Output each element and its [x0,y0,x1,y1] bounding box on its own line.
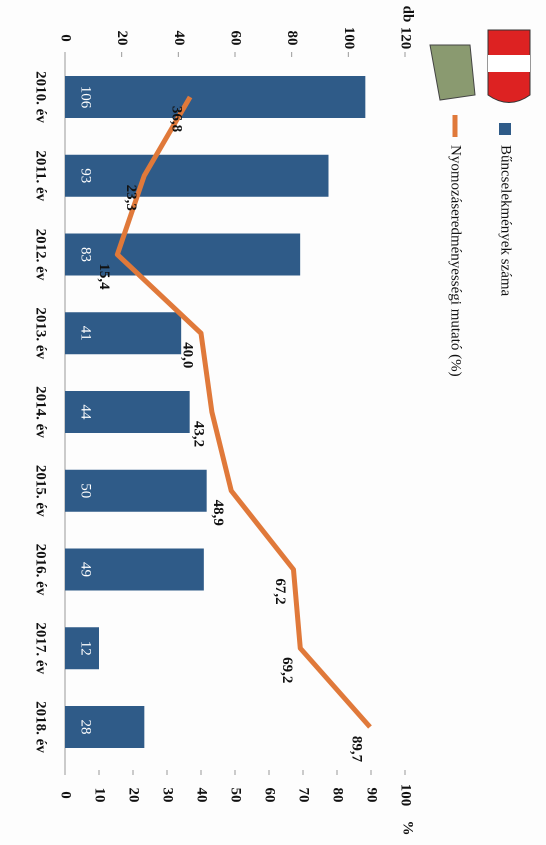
bar-label: 44 [78,405,94,421]
y2-tick-label: 80 [330,788,346,803]
bar-label: 12 [78,641,94,656]
data-label: 67,2 [272,578,288,604]
y2-tick-label: 60 [262,788,278,803]
x-tick-label: 2014. év [33,386,49,438]
x-tick-label: 2017. év [33,622,49,674]
bar-label: 83 [78,247,94,262]
y-tick-label: 60 [228,31,244,46]
logo [429,29,531,103]
x-tick-label: 2011. év [33,150,49,201]
x-tick-label: 2013. év [33,307,49,359]
y2-tick-label: 70 [296,788,312,803]
bar [65,548,204,591]
y2-tick-label: 90 [364,788,380,803]
data-label: 69,2 [279,657,295,683]
y-tick-label: 20 [114,31,130,46]
data-label: 23,3 [123,185,139,211]
bar-label: 28 [78,720,94,735]
bar-label: 106 [78,86,94,109]
bar [65,233,301,276]
y-axis-title: db [400,6,416,23]
x-tick-label: 2010. év [33,71,49,123]
data-label: 43,2 [190,421,206,447]
bar-label: 50 [78,483,94,498]
y2-tick-label: 50 [228,788,244,803]
bar-label: 41 [78,326,94,341]
legend-label: Bűncselekmények száma [498,145,514,297]
bar [65,312,182,355]
bar [65,154,329,197]
x-tick-label: 2012. év [33,229,49,281]
y2-tick-label: 40 [194,788,210,803]
data-label: 48,9 [210,500,226,526]
data-label: 89,7 [349,736,365,763]
y-tick-label: 80 [284,31,300,46]
legend-swatch [499,123,511,135]
line [114,95,372,729]
bar-label: 93 [78,168,94,183]
bar [65,706,145,748]
x-tick-label: 2018. év [33,701,49,753]
bar [65,469,207,512]
y-tick-label: 0 [58,34,74,42]
bar [65,391,190,433]
y2-axis-title: % [400,821,416,836]
y2-tick-label: 0 [58,791,74,799]
x-tick-label: 2016. év [33,544,49,596]
x-tick-label: 2015. év [33,465,49,517]
data-label: 15,4 [96,263,112,290]
bar-label: 49 [78,562,94,577]
y2-tick-label: 100 [398,784,414,807]
y-tick-label: 40 [171,31,187,46]
y2-tick-label: 30 [160,788,176,803]
y2-tick-label: 20 [126,788,142,803]
data-label: 36,8 [169,106,185,132]
legend-label: Nyomozáseredményességi mutató (%) [448,145,464,377]
bar [65,76,366,118]
y2-tick-label: 10 [92,788,108,803]
y-tick-label: 120 [398,27,414,50]
data-label: 40,0 [180,342,196,368]
y-tick-label: 100 [341,27,357,50]
bar [65,627,99,670]
